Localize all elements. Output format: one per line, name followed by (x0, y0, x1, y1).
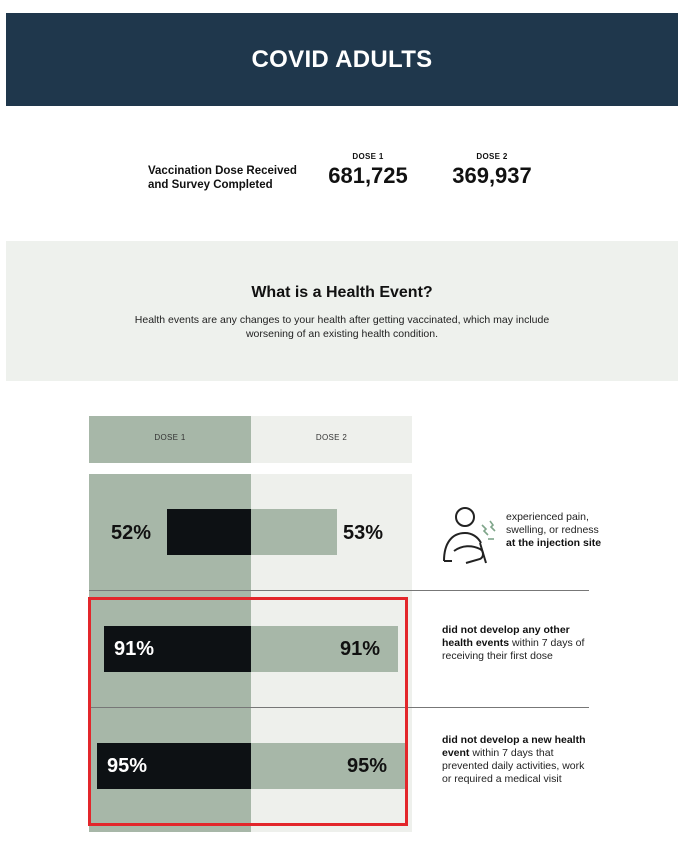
row-divider (89, 590, 589, 591)
dose1-column-header: DOSE 1 (154, 433, 186, 442)
row-description-bold: at the injection site (506, 537, 602, 549)
row-description: experienced pain, swelling, or redness a… (506, 511, 602, 550)
dose2-value-label: 91% (340, 638, 381, 660)
dose2-bar (251, 626, 398, 672)
dose1-bar (97, 743, 251, 789)
dose1-bar (167, 509, 251, 555)
dose1-stat-value: 681,725 (328, 163, 408, 188)
dose2-stat: DOSE 2 369,937 (440, 152, 544, 189)
row-description: did not develop any other health events … (442, 624, 592, 663)
row-description-text: experienced pain, swelling, or redness (506, 511, 599, 536)
dose1-value-label: 52% (111, 522, 152, 544)
dose2-bar (251, 509, 337, 555)
column-gap (89, 463, 412, 474)
dose1-value-label: 95% (107, 755, 148, 777)
highlight-box (88, 597, 408, 826)
dose1-value-label: 91% (114, 638, 155, 660)
dose2-stat-label: DOSE 2 (476, 152, 508, 161)
dose2-bar (251, 743, 405, 789)
dose2-stat-value: 369,937 (452, 163, 532, 188)
row-description-bold: did not develop a new health event (442, 734, 586, 759)
info-description: Health events are any changes to your he… (134, 314, 550, 340)
row-description-text: within 7 days that prevented daily activ… (442, 747, 585, 785)
stats-label: Vaccination Dose Received and Survey Com… (148, 165, 297, 191)
info-title: What is a Health Event? (251, 284, 433, 301)
row-divider (89, 707, 589, 708)
page-title: COVID ADULTS (251, 45, 433, 73)
dose2-value-label: 95% (347, 755, 388, 777)
row-description: did not develop a new health event withi… (442, 734, 592, 786)
dose1-bar (104, 626, 251, 672)
dose1-stat-label: DOSE 1 (352, 152, 384, 161)
info-band: What is a Health Event? Health events ar… (6, 241, 678, 381)
dose1-stat: DOSE 1 681,725 (318, 152, 418, 189)
header-banner: COVID ADULTS (6, 13, 678, 106)
person-injection-icon (443, 507, 496, 564)
row-description-text: within 7 days of receiving their first d… (442, 637, 585, 662)
dose2-column-header: DOSE 2 (315, 433, 348, 442)
dose2-value-label: 53% (343, 522, 384, 544)
row-description-bold: did not develop any other health events (442, 624, 570, 649)
